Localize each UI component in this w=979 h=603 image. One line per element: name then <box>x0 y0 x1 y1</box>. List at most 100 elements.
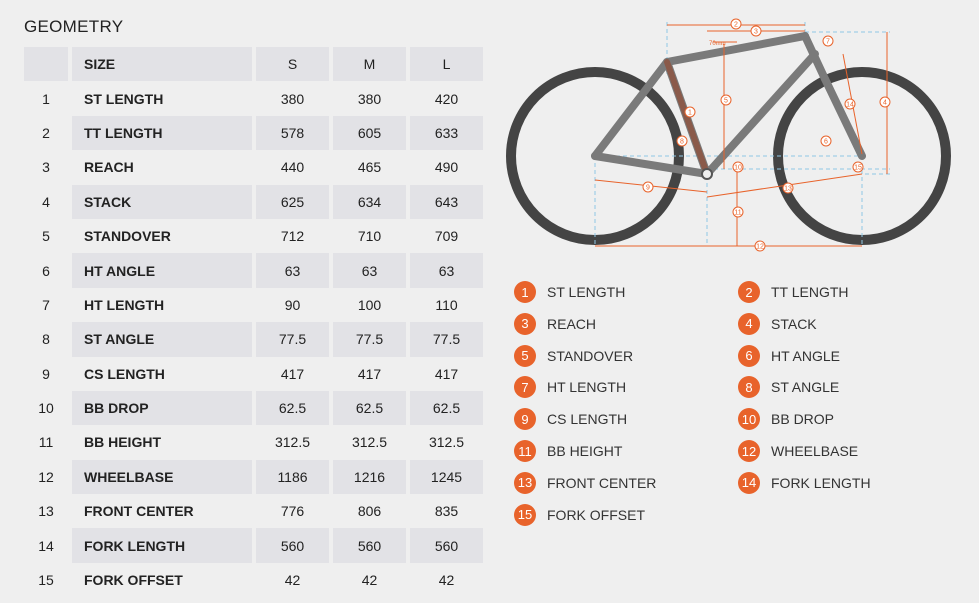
diagram-tag-11: 11 <box>732 206 744 218</box>
legend-label: FORK OFFSET <box>547 506 645 523</box>
row-value-l: 77.5 <box>410 322 483 357</box>
legend-item: 2 TT LENGTH <box>738 281 849 303</box>
legend-item: 10 BB DROP <box>738 408 835 431</box>
row-value-m: 605 <box>333 115 406 151</box>
row-value-l: 110 <box>435 296 458 313</box>
row-value-l: 490 <box>434 159 459 176</box>
svg-text:13: 13 <box>784 186 792 193</box>
row-value-m: 417 <box>357 365 382 382</box>
diagram-tag-8: 8 <box>676 135 688 147</box>
row-value-s: 1186 <box>256 459 329 495</box>
legend-item: 11 BB HEIGHT <box>514 440 622 462</box>
page-title: GEOMETRY <box>24 17 124 36</box>
row-value-l: 62.5 <box>410 390 483 426</box>
legend-number-badge: 3 <box>514 312 536 335</box>
table-row: 14 FORK LENGTH 560 560 560 <box>24 528 483 563</box>
diagram-tag-4: 4 <box>879 96 891 108</box>
diagram-tag-7: 7 <box>822 35 834 47</box>
row-measurement-name: TT LENGTH <box>72 115 252 151</box>
row-index: 1 <box>42 90 50 107</box>
row-measurement-name: BB DROP <box>72 390 252 426</box>
legend-item: 9 CS LENGTH <box>514 408 627 431</box>
svg-text:1: 1 <box>688 110 692 117</box>
row-value-s: 578 <box>256 115 329 151</box>
legend-number-badge: 1 <box>514 281 536 303</box>
row-value-l: 835 <box>434 503 459 520</box>
diagram-tag-5: 5 <box>720 94 732 106</box>
diagram-annotation-70mm: 70mm <box>709 41 726 47</box>
row-value-l: 643 <box>410 184 483 219</box>
row-index: 11 <box>38 434 54 451</box>
legend-number-badge: 10 <box>738 408 760 431</box>
legend-label: ST ANGLE <box>771 379 840 396</box>
legend-number-badge: 6 <box>738 344 760 367</box>
row-value-m: 77.5 <box>333 322 406 357</box>
legend-item: 3 REACH <box>514 312 596 335</box>
row-value-s: 440 <box>280 159 305 176</box>
row-measurement-name: BB HEIGHT <box>84 434 161 451</box>
row-value-l: 312.5 <box>428 434 465 451</box>
header-l: L <box>410 47 483 82</box>
row-value-m: 62.5 <box>333 390 406 426</box>
row-measurement-name: FORK OFFSET <box>84 572 183 589</box>
legend-item: 14 FORK LENGTH <box>738 471 871 494</box>
table-row: 2 TT LENGTH 578 605 633 <box>24 115 483 151</box>
legend-label: STACK <box>771 315 817 332</box>
bike-frame <box>591 32 866 178</box>
diagram-tag-14: 14 <box>844 98 856 110</box>
row-value-m: 380 <box>357 90 382 107</box>
row-value-m: 1216 <box>333 459 406 495</box>
row-measurement-name: STACK <box>72 184 252 219</box>
seat-tube-highlight <box>664 59 710 177</box>
legend-label: WHEELBASE <box>771 443 859 459</box>
svg-text:10: 10 <box>734 165 742 172</box>
legend-label: ST LENGTH <box>547 284 626 300</box>
row-value-m: 465 <box>357 159 382 176</box>
table-row: 12 WHEELBASE 1186 1216 1245 <box>24 459 483 495</box>
row-measurement-name: CS LENGTH <box>84 365 165 382</box>
row-value-s: 42 <box>284 572 301 589</box>
diagram-tag-12: 12 <box>754 240 766 252</box>
table-row: 6 HT ANGLE 63 63 63 <box>24 253 483 288</box>
bottom-bracket <box>701 168 713 180</box>
row-value-s: 560 <box>256 528 329 563</box>
legend-item: 8 ST ANGLE <box>738 376 840 399</box>
diagram-tag-15: 15 <box>852 161 864 173</box>
row-index: 12 <box>38 468 54 485</box>
table-row: 15 FORK OFFSET 42 42 42 <box>24 563 483 597</box>
header-size: SIZE <box>72 47 252 82</box>
row-index: 7 <box>42 296 50 313</box>
table-header-row: SIZE S M L <box>24 47 483 82</box>
row-value-s: 625 <box>256 184 329 219</box>
svg-text:5: 5 <box>724 98 728 105</box>
row-measurement-name: ST ANGLE <box>72 322 252 357</box>
svg-text:15: 15 <box>854 165 862 172</box>
legend-label: FORK LENGTH <box>771 474 871 491</box>
svg-text:3: 3 <box>754 29 758 36</box>
row-index: 15 <box>38 572 54 589</box>
table-row: 8 ST ANGLE 77.5 77.5 77.5 <box>24 322 483 357</box>
legend-item: 15 FORK OFFSET <box>514 503 645 526</box>
legend-label: STANDOVER <box>547 347 634 364</box>
row-value-s: 312.5 <box>274 434 311 451</box>
legend-number-badge: 15 <box>514 503 536 526</box>
row-value-l: 560 <box>410 528 483 563</box>
row-measurement-name: REACH <box>84 159 134 176</box>
table-row: 10 BB DROP 62.5 62.5 62.5 <box>24 390 483 426</box>
row-value-m: 63 <box>333 253 406 288</box>
row-index: 13 <box>38 503 54 520</box>
row-value-s: 77.5 <box>256 322 329 357</box>
legend-label: HT LENGTH <box>547 379 627 396</box>
diagram-tag-2: 2 <box>730 18 742 30</box>
diagram-tag-3: 3 <box>750 25 762 37</box>
row-value-m: 312.5 <box>351 434 388 451</box>
legend-label: BB DROP <box>771 411 835 428</box>
svg-text:6: 6 <box>824 139 828 146</box>
row-value-m: 710 <box>357 228 382 245</box>
row-measurement-name: HT ANGLE <box>72 253 252 288</box>
row-measurement-name: FRONT CENTER <box>84 503 194 520</box>
table-row: 9 CS LENGTH 417 417 417 <box>24 357 483 391</box>
svg-text:7: 7 <box>826 39 830 46</box>
row-measurement-name: ST LENGTH <box>84 90 164 107</box>
row-index: 8 <box>42 331 50 348</box>
